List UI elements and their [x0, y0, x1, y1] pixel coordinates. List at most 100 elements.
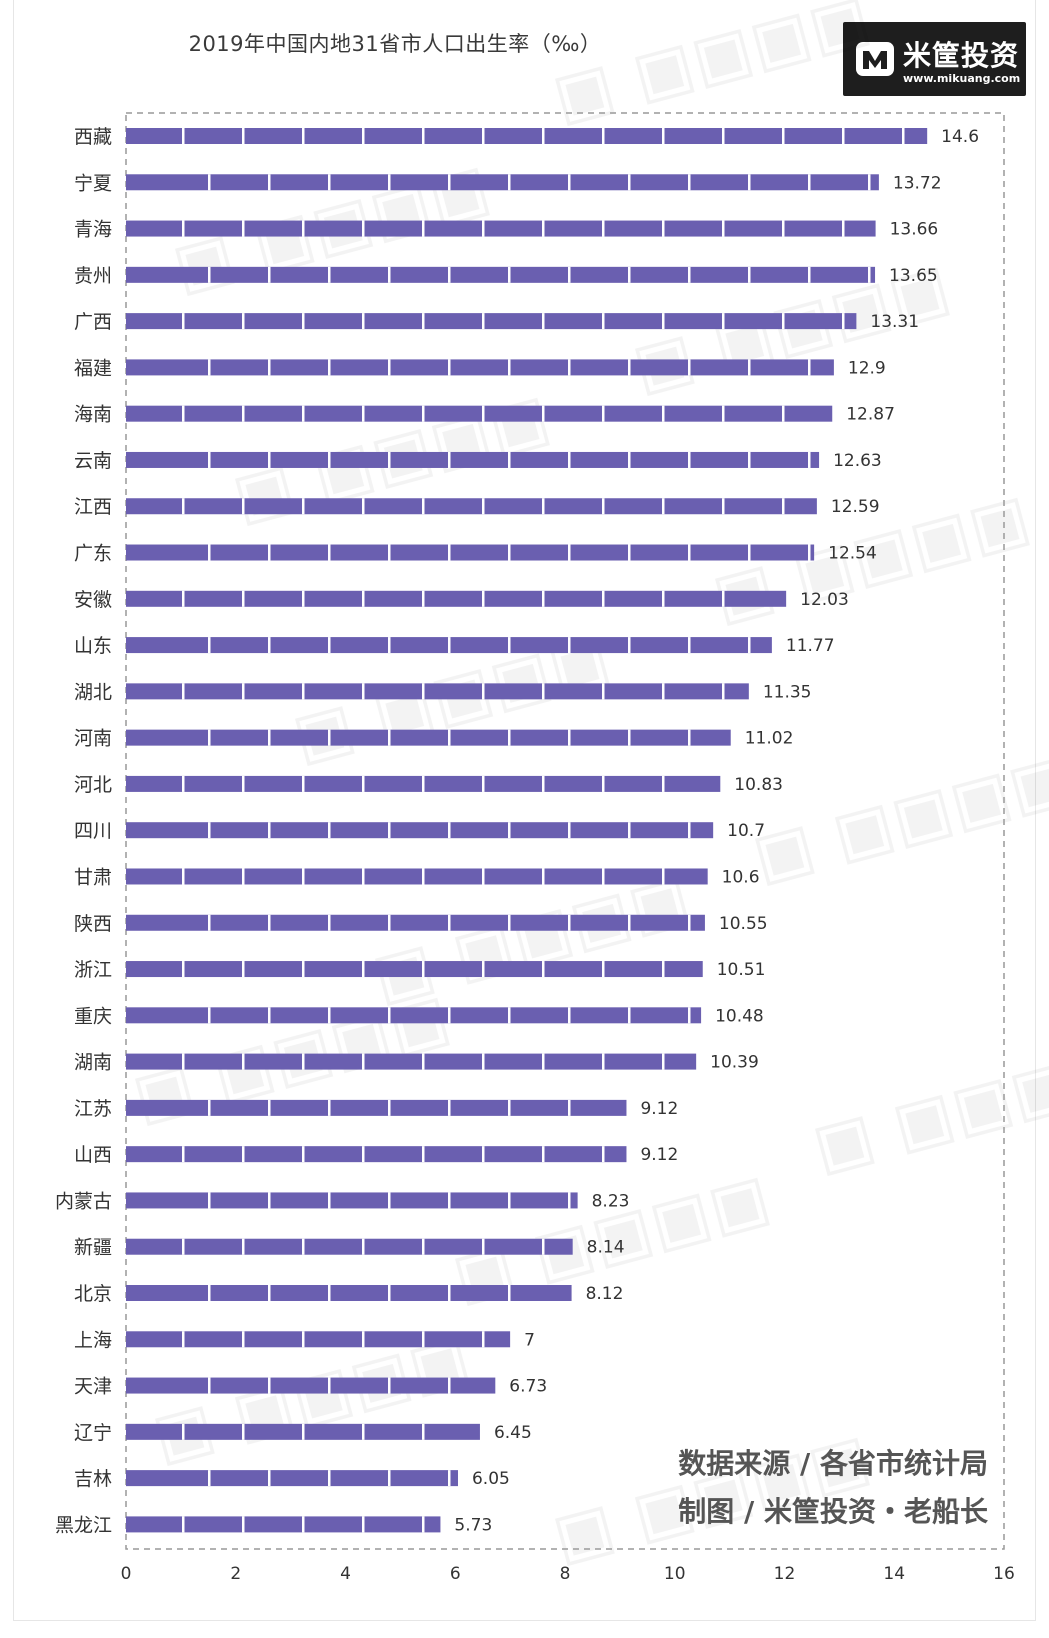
bar-segment-divider: [568, 1007, 571, 1024]
mikuang-logo-icon: [856, 42, 894, 76]
bar-segment-divider: [302, 1238, 305, 1255]
bar-segment-divider: [688, 822, 691, 839]
bar-segment-divider: [268, 1192, 271, 1209]
bar-segment-divider: [208, 914, 211, 931]
bar-segment-divider: [722, 313, 725, 330]
bar: [126, 683, 749, 700]
x-tick-label: 0: [121, 1564, 132, 1584]
bar-segment-divider: [182, 128, 185, 144]
bar-segment-divider: [302, 1423, 305, 1440]
bar-segment-divider: [302, 1516, 305, 1533]
bar-segment-divider: [422, 313, 425, 330]
bar-segment-divider: [542, 128, 545, 144]
bar-segment-divider: [602, 1146, 605, 1163]
bar-segment-divider: [482, 1238, 485, 1255]
bar-segment-divider: [662, 128, 665, 144]
bar-segment-divider: [542, 590, 545, 607]
bar: [126, 405, 833, 422]
bar-segment-divider: [362, 590, 365, 607]
bar-segment-divider: [422, 1331, 425, 1348]
category-label: 西藏: [74, 126, 112, 148]
category-label: 新疆: [74, 1237, 112, 1259]
bar-segment-divider: [508, 1192, 511, 1209]
bar-segment-divider: [242, 868, 245, 885]
x-tick-label: 8: [560, 1564, 571, 1584]
category-label: 江苏: [74, 1098, 112, 1120]
bar-segment-divider: [268, 174, 271, 191]
bar: [126, 1007, 702, 1024]
bar-segment-divider: [328, 1192, 331, 1209]
category-label: 上海: [74, 1329, 112, 1351]
bar-segment-divider: [388, 544, 391, 561]
category-label: 云南: [74, 450, 112, 472]
bar: [126, 868, 708, 885]
category-label: 贵州: [74, 265, 112, 287]
bar-segment-divider: [362, 1146, 365, 1163]
bar-segment-divider: [422, 128, 425, 144]
bar-segment-divider: [362, 1238, 365, 1255]
bar-segment-divider: [482, 498, 485, 515]
bar-segment-divider: [722, 220, 725, 237]
bar-segment-divider: [628, 822, 631, 839]
bar-segment-divider: [242, 405, 245, 422]
value-label: 7: [524, 1330, 535, 1350]
bar-rect: [126, 1007, 702, 1024]
bar-segment-divider: [602, 961, 605, 978]
bar: [126, 544, 815, 561]
bar: [126, 128, 928, 144]
bar-segment-divider: [542, 868, 545, 885]
bar-segment-divider: [602, 590, 605, 607]
category-label: 甘肃: [74, 866, 112, 888]
bar-segment-divider: [448, 637, 451, 654]
bar-segment-divider: [182, 313, 185, 330]
bar-segment-divider: [748, 451, 751, 468]
bar-segment-divider: [482, 775, 485, 792]
bar-segment-divider: [302, 683, 305, 700]
watermark-mark: ▣ ▣▣▣▣: [805, 1030, 1049, 1185]
bar-segment-divider: [388, 1007, 391, 1024]
bar-segment-divider: [568, 637, 571, 654]
bar-segment-divider: [422, 683, 425, 700]
x-tick-label: 2: [230, 1564, 241, 1584]
bar-segment-divider: [688, 451, 691, 468]
bar-segment-divider: [182, 1423, 185, 1440]
bar: [126, 1099, 627, 1116]
bar-segment-divider: [602, 868, 605, 885]
bar-segment-divider: [722, 683, 725, 700]
bar-segment-divider: [662, 1053, 665, 1070]
bar-segment-divider: [602, 220, 605, 237]
x-tick-label: 12: [774, 1564, 796, 1584]
bar-rect: [126, 313, 857, 330]
bar-segment-divider: [388, 266, 391, 283]
category-label: 天津: [74, 1376, 112, 1398]
bar-rect: [126, 405, 833, 422]
bar-segment-divider: [628, 1007, 631, 1024]
bar-segment-divider: [602, 128, 605, 144]
bar-segment-divider: [388, 1470, 391, 1487]
bar-segment-divider: [448, 914, 451, 931]
bar-segment-divider: [422, 1053, 425, 1070]
bar-segment-divider: [302, 1146, 305, 1163]
bar-segment-divider: [208, 266, 211, 283]
bar-segment-divider: [242, 1238, 245, 1255]
category-label: 辽宁: [74, 1422, 112, 1444]
bar-segment-divider: [208, 1192, 211, 1209]
bar: [126, 590, 787, 607]
bar-segment-divider: [388, 914, 391, 931]
bar-segment-divider: [662, 961, 665, 978]
bar-segment-divider: [388, 174, 391, 191]
bar-segment-divider: [388, 1099, 391, 1116]
bar: [126, 1331, 511, 1348]
bar-segment-divider: [362, 683, 365, 700]
bar-segment-divider: [242, 1053, 245, 1070]
bar-segment-divider: [748, 266, 751, 283]
value-label: 12.03: [800, 590, 849, 610]
bar-segment-divider: [542, 683, 545, 700]
category-labels: 西藏宁夏青海贵州广西福建海南云南江西广东安徽山东湖北河南河北四川甘肃陕西浙江重庆…: [55, 126, 112, 1536]
bar: [126, 1238, 573, 1255]
bar-segment-divider: [208, 1007, 211, 1024]
bar-segment-divider: [302, 498, 305, 515]
bar-segment-divider: [242, 1331, 245, 1348]
bar-segment-divider: [722, 498, 725, 515]
